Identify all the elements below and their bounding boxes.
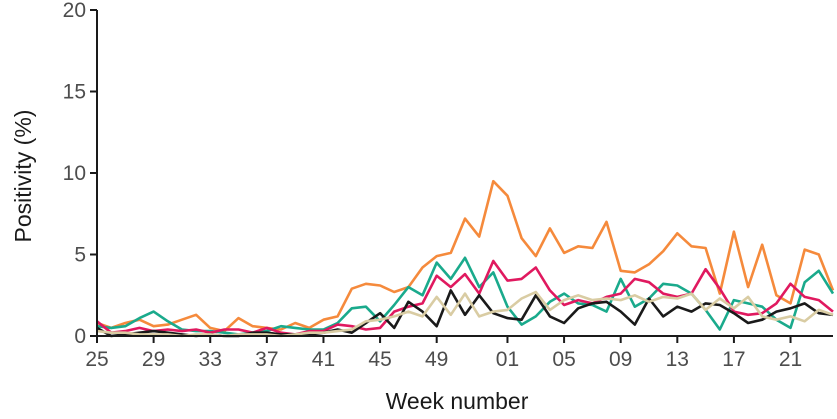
y-tick-label: 15 [63, 81, 86, 104]
x-tick-label: 05 [552, 348, 575, 371]
x-tick-label: 41 [312, 348, 335, 371]
series-line-2 [96, 256, 835, 336]
x-axis-label: Week number [386, 388, 529, 414]
x-tick-label: 29 [142, 348, 165, 371]
x-tick-label: 33 [199, 348, 222, 371]
y-tick-label: 0 [74, 325, 86, 348]
x-tick-label: 17 [722, 348, 745, 371]
x-axis-ticks: 25 29 33 37 41 45 49 01 05 09 13 17 21 [85, 336, 802, 371]
x-tick-label: 13 [666, 348, 689, 371]
x-tick-label: 09 [609, 348, 632, 371]
x-tick-label: 49 [425, 348, 448, 371]
series-line-4 [96, 289, 834, 338]
y-tick-label: 10 [63, 162, 86, 185]
x-tick-label: 25 [85, 348, 108, 371]
x-tick-label: 21 [779, 348, 802, 371]
series-line-3 [96, 259, 834, 336]
series-line-1 [96, 179, 835, 333]
x-tick-label: 01 [496, 348, 519, 371]
y-tick-label: 20 [63, 0, 86, 22]
series-lines [96, 179, 835, 338]
y-tick-label: 5 [74, 244, 86, 267]
y-axis-label: Positivity (%) [10, 110, 36, 243]
y-axis-ticks: 0 5 10 15 20 [63, 0, 97, 348]
x-tick-label: 37 [255, 348, 278, 371]
x-tick-label: 45 [368, 348, 391, 371]
